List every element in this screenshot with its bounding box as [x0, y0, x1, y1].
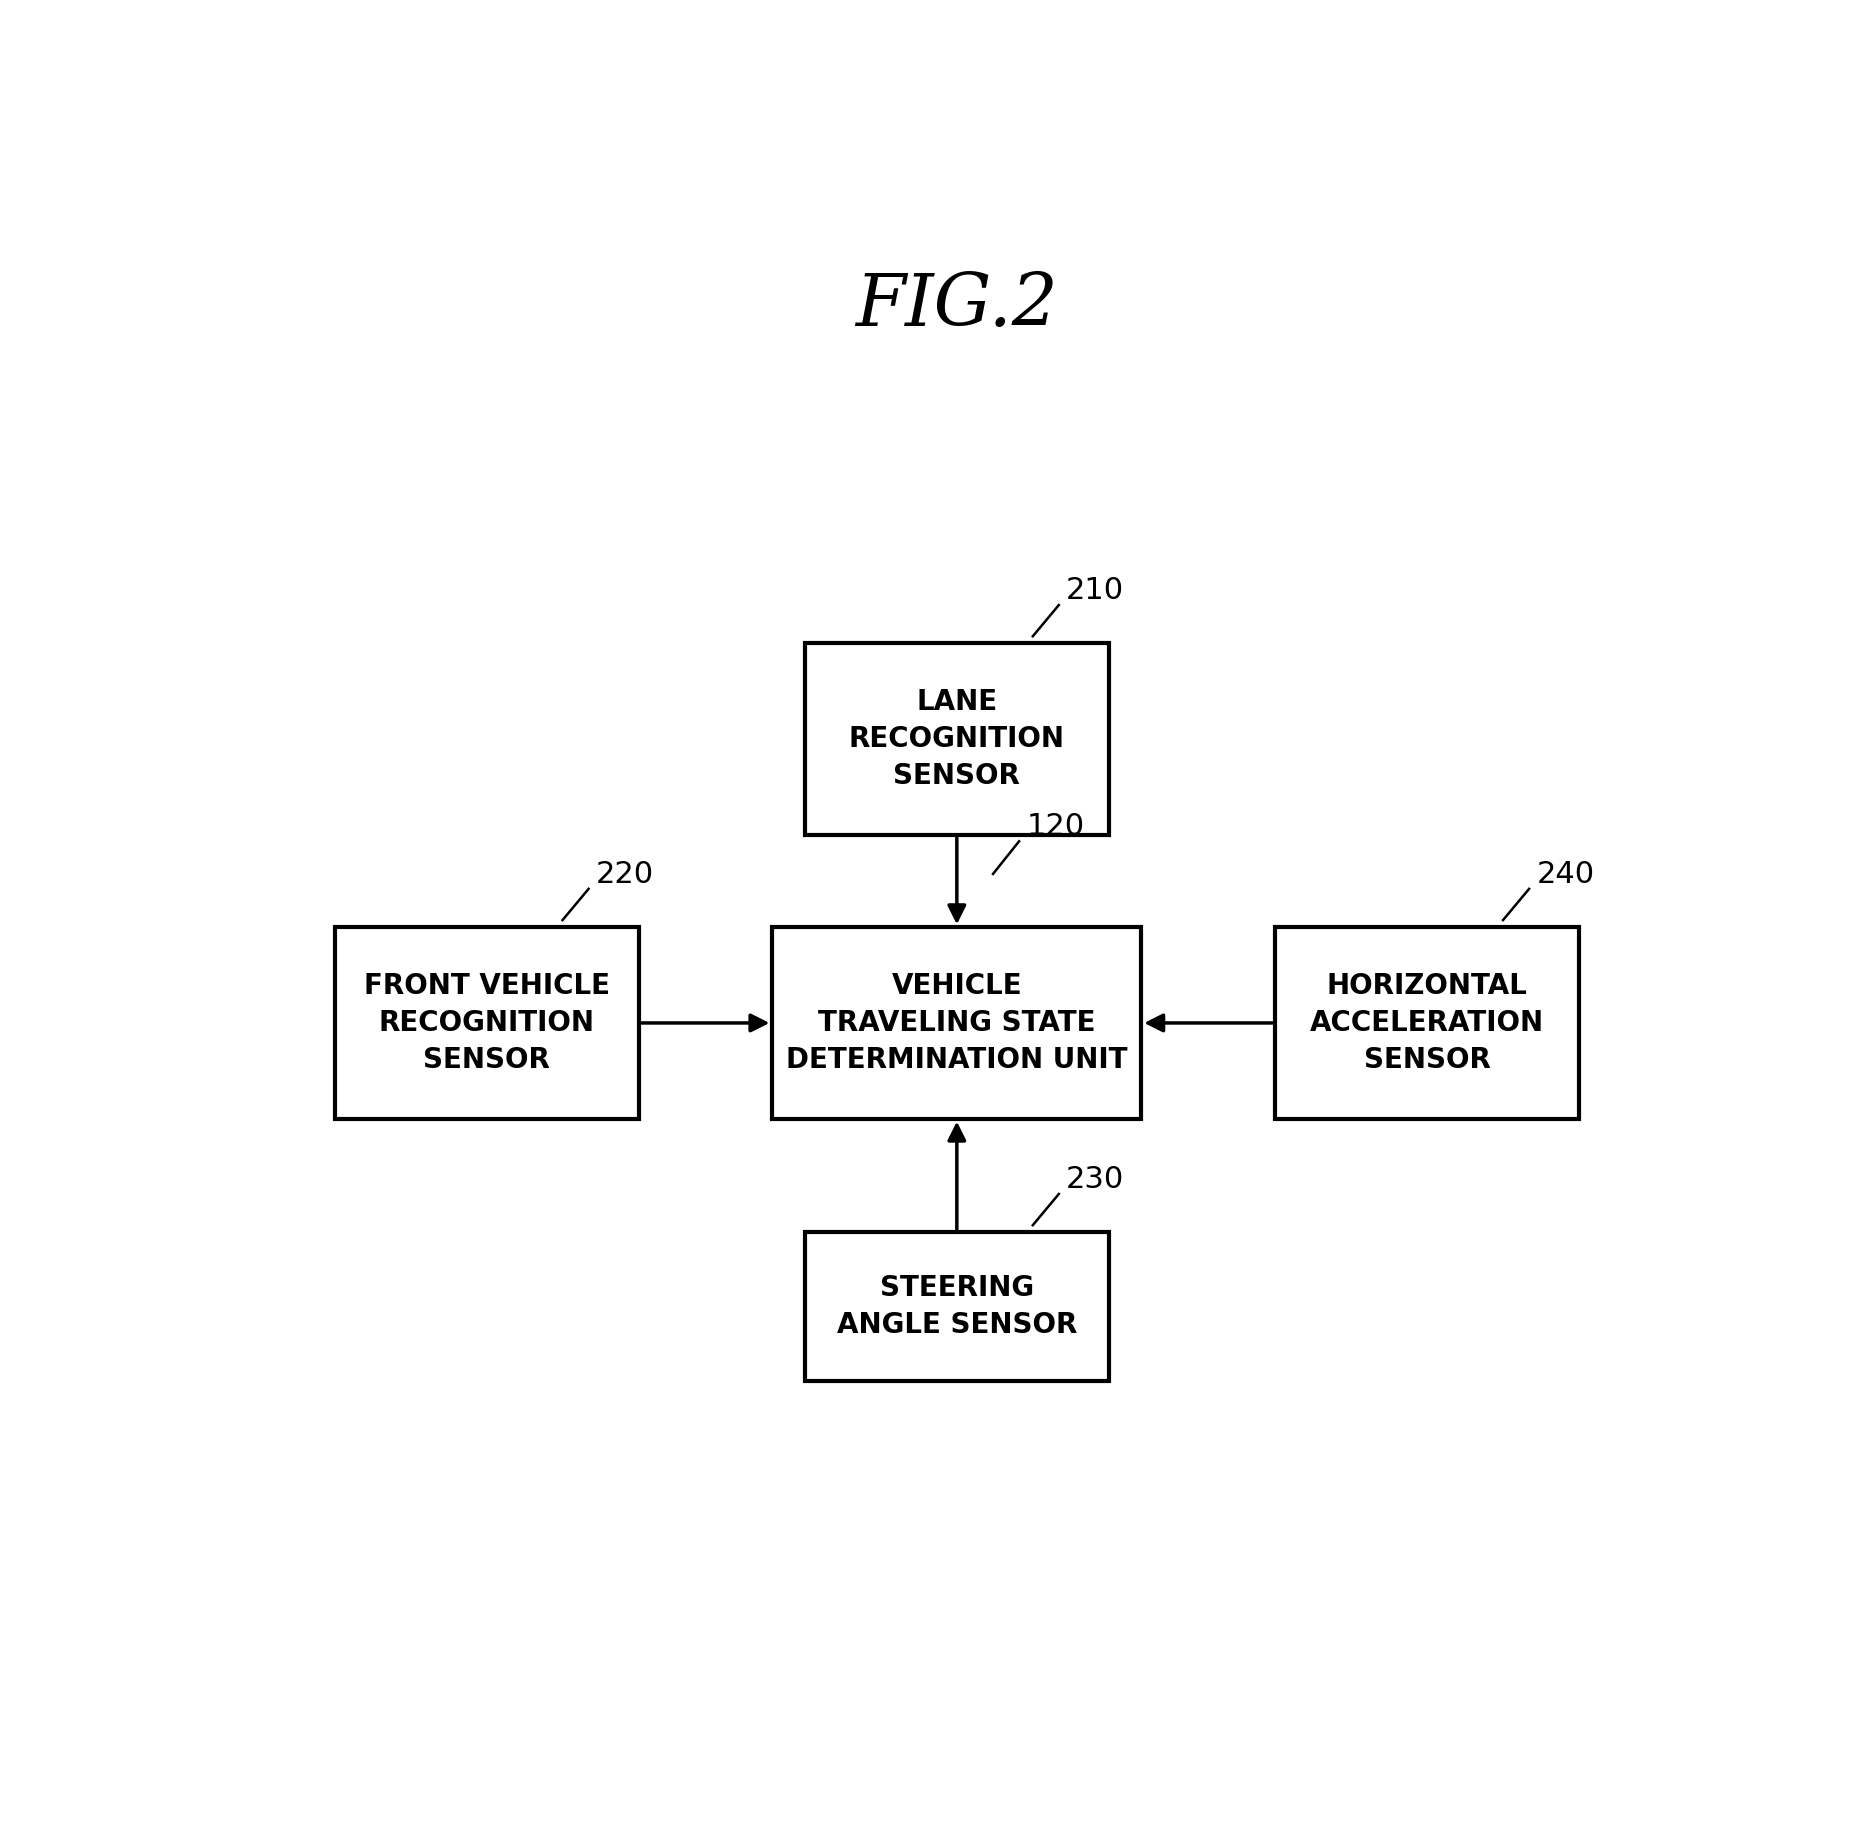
Bar [773, 927, 1141, 1119]
Text: LANE
RECOGNITION
SENSOR: LANE RECOGNITION SENSOR [849, 687, 1064, 791]
Text: 220: 220 [596, 861, 653, 888]
Bar [1275, 927, 1579, 1119]
Text: HORIZONTAL
ACCELERATION
SENSOR: HORIZONTAL ACCELERATION SENSOR [1311, 971, 1544, 1074]
Text: FRONT VEHICLE
RECOGNITION
SENSOR: FRONT VEHICLE RECOGNITION SENSOR [364, 971, 611, 1074]
Text: 240: 240 [1537, 861, 1594, 888]
Bar [334, 927, 639, 1119]
Text: VEHICLE
TRAVELING STATE
DETERMINATION UNIT: VEHICLE TRAVELING STATE DETERMINATION UN… [786, 971, 1128, 1074]
Text: 210: 210 [1066, 577, 1124, 605]
Bar [805, 1233, 1109, 1380]
Text: FIG.2: FIG.2 [855, 271, 1059, 341]
Text: 230: 230 [1066, 1165, 1124, 1194]
Bar [805, 643, 1109, 835]
Text: STEERING
ANGLE SENSOR: STEERING ANGLE SENSOR [836, 1274, 1077, 1340]
Text: 120: 120 [1027, 813, 1085, 840]
